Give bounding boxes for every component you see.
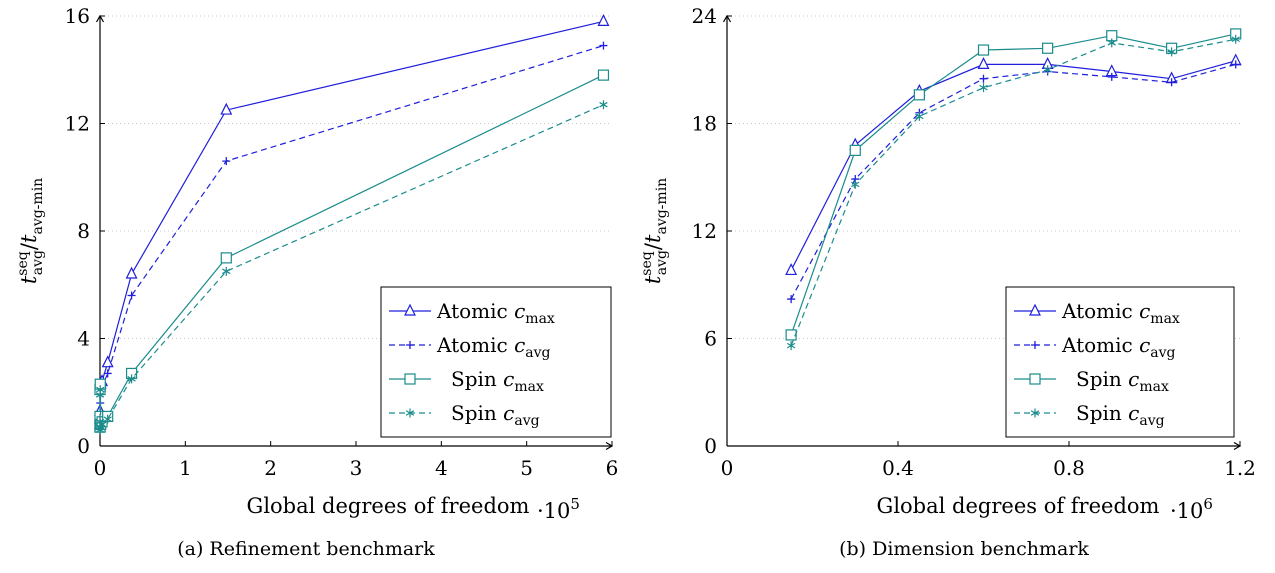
y-tick-label: 4 [77,327,90,351]
legend-marker [1029,373,1041,385]
y-tick-label: 24 [692,4,717,28]
legend-marker [1031,341,1039,349]
y-tick-label: 0 [77,434,90,458]
series-line [99,104,604,430]
data-point [1167,78,1176,87]
data-point [851,179,860,189]
data-point [97,420,107,429]
data-point [1042,42,1054,54]
data-point [599,41,608,50]
data-point [786,341,796,351]
data-point [1231,34,1240,44]
data-point [96,385,105,395]
data-point [1167,47,1176,57]
data-point [977,57,990,69]
x-tick-label: 0.4 [882,456,914,480]
data-point [1043,65,1052,75]
legend-entry: Atomic cmax [1061,299,1180,327]
legend: Atomic cmax Atomic cavg Spin cmax Spin cavg [1005,286,1235,438]
x-tick-label: 0 [721,456,734,480]
x-tick-label: 3 [350,456,363,480]
data-point [103,369,112,378]
y-axis-label: tseqavg/tavg-min [15,178,46,284]
y-axis-label: tseqavg/tavg-min [639,178,670,284]
legend-box [1005,286,1235,438]
y-tick-label: 12 [692,219,717,243]
legend-marker [405,408,415,418]
data-point [1107,72,1116,81]
y-axis-label-text: tseqavg/tavg-min [15,178,46,284]
legend-entry: Atomic cavg [1061,333,1176,361]
legend-entry: Spin cmax [1076,367,1169,395]
x-tick-label: 1.2 [1224,456,1256,480]
data-point [785,329,797,341]
legend-marker [406,341,414,349]
data-point [597,14,610,26]
data-point [127,374,136,384]
y-tick-label: 16 [65,4,90,28]
legend-entry: Spin cavg [1076,401,1165,429]
data-point [222,266,231,276]
data-point [915,111,924,121]
legend: Atomic cmax Atomic cavg Spin cmax Spin cavg [380,286,612,438]
legend-marker [404,303,416,316]
legend-box [380,286,612,438]
data-point [101,355,114,368]
x-axis-label: Global degrees of freedom [877,494,1160,518]
y-tick-label: 18 [692,112,717,136]
legend-marker [404,373,416,385]
data-point [787,295,796,304]
x-axis-multiplier: ·105 [537,495,580,523]
chart-dimension: 0 0.4 0.8 1.2 0 6 12 18 24 Global degrees of free… [639,4,1256,560]
data-point [127,291,136,300]
chart-caption: (b) Dimension benchmark [839,538,1089,560]
x-tick-label: 2 [264,456,277,480]
data-point [977,44,990,56]
series-spin-avg [95,100,608,435]
y-tick-label: 6 [704,327,717,351]
legend-entry: Spin cmax [451,367,544,395]
y-axis-label-text: tseqavg/tavg-min [639,178,670,284]
chart-caption: (a) Refinement benchmark [177,538,435,560]
data-point [220,102,233,115]
data-point [125,266,138,279]
data-point [913,89,925,101]
x-tick-label: 0.8 [1053,456,1085,480]
legend-marker [1030,408,1040,418]
x-tick-label: 1 [179,456,192,480]
data-point [220,252,232,264]
legend-entry: Spin cavg [451,401,540,429]
x-tick-label: 4 [435,456,448,480]
x-axis-multiplier: ·106 [1170,495,1213,523]
x-tick-label: 6 [606,456,619,480]
data-point [979,74,988,83]
data-point [222,157,231,166]
series-line [790,63,1236,300]
series-spin-avg [786,34,1240,351]
legend-entry: Atomic cavg [436,333,551,361]
legend-entry: Atomic cmax [436,299,555,327]
y-tick-label: 8 [77,219,90,243]
data-point [599,100,608,110]
x-axis-label: Global degrees of freedom [247,494,530,518]
data-point [785,263,798,276]
series-atomic-max [785,53,1242,276]
y-tick-label: 0 [704,434,717,458]
x-tick-label: 5 [520,456,533,480]
data-point [979,83,988,93]
y-tick-label: 12 [65,112,90,136]
legend-marker [1029,303,1041,316]
data-point [103,414,112,424]
x-tick-label: 0 [94,456,107,480]
data-point [1107,38,1116,48]
series-line [790,60,1236,271]
series-line [790,33,1236,336]
data-point [849,144,861,156]
data-point [597,69,610,81]
series-line [99,45,604,430]
series-line [790,38,1236,346]
data-point [1231,60,1240,69]
